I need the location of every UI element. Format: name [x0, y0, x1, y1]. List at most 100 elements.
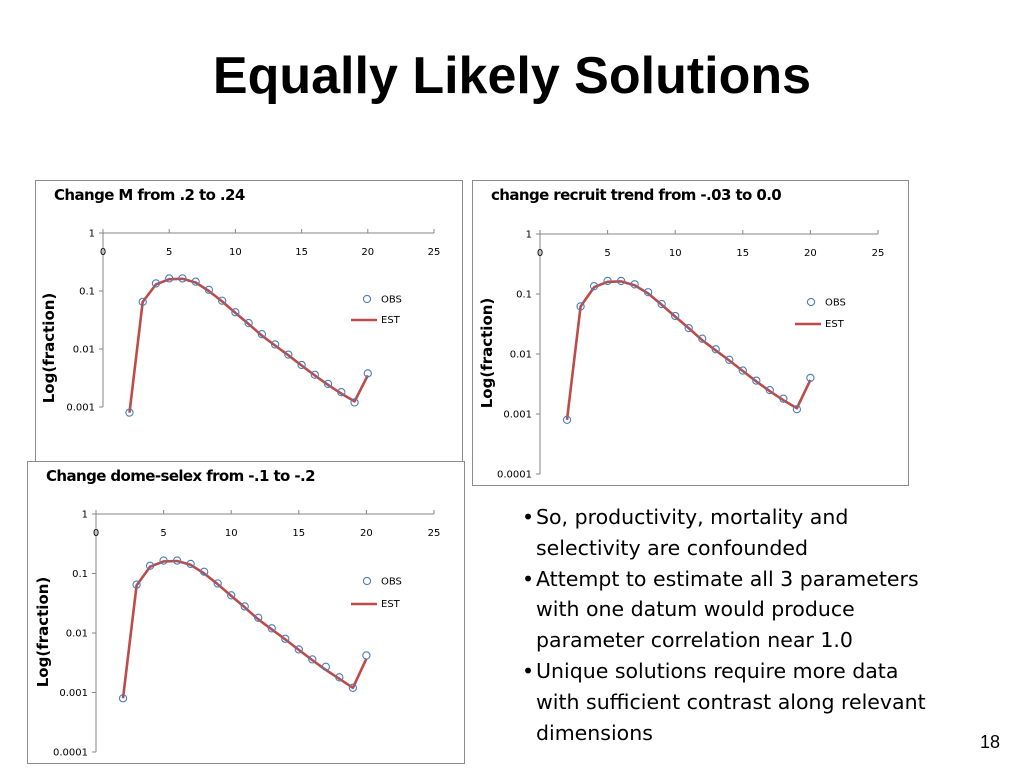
obs-point: [138, 297, 147, 307]
slide-title: Equally Likely Solutions: [212, 47, 812, 105]
chart-svg: 1 0.1 0.01 0.001 0 5 10 15 20 25 Log(fraction) OBS E…: [40, 229, 441, 417]
y-axis-label: Log(fraction): [34, 577, 52, 688]
obs-point: [191, 277, 200, 286]
y-tick-label: 0.0001: [53, 748, 88, 759]
y-tick-label: 1: [82, 510, 88, 521]
obs-point: [294, 645, 303, 654]
obs-point: [145, 561, 155, 570]
x-tick-label: 10: [669, 248, 682, 259]
obs-point: [711, 345, 720, 354]
x-tick-label: 0: [100, 247, 106, 258]
chart-title: change recruit trend from -.03 to 0.0: [491, 186, 782, 204]
x-tick-label: 25: [872, 248, 885, 259]
y-axis-label: Log(fraction): [40, 293, 58, 404]
y-tick-label: 0.001: [503, 410, 532, 421]
y-tick-label: 0.01: [510, 350, 532, 361]
obs-point: [348, 683, 358, 692]
y-tick-label: 0.01: [66, 629, 88, 640]
obs-point: [644, 288, 653, 297]
obs-point: [337, 388, 346, 397]
x-tick-label: 20: [361, 247, 374, 258]
obs-point: [218, 296, 227, 305]
y-tick-label: 0.01: [73, 345, 95, 356]
y-tick-label: 1: [526, 230, 532, 241]
obs-point: [738, 366, 747, 375]
legend-est-label: EST: [381, 599, 401, 610]
obs-point: [752, 376, 761, 385]
y-tick-label: 0.1: [79, 287, 95, 298]
x-tick-label: 0: [93, 528, 99, 539]
obs-point: [172, 556, 182, 565]
chart-title: Change M from .2 to .24: [54, 186, 245, 204]
obs-point: [254, 613, 263, 622]
obs-point: [671, 311, 680, 321]
bullet-list: So, productivity, mortality and selectiv…: [522, 502, 942, 748]
est-series-line: [565, 280, 812, 420]
page-number: 18: [980, 732, 1001, 752]
x-tick-label: 15: [736, 248, 749, 259]
obs-point: [779, 394, 788, 403]
legend-obs-label: OBS: [381, 577, 402, 588]
obs-point: [616, 276, 626, 286]
obs-point: [363, 369, 372, 378]
x-tick-label: 15: [295, 247, 308, 258]
obs-point: [125, 408, 134, 417]
x-tick-label: 20: [804, 248, 817, 259]
obs-point: [165, 274, 174, 283]
obs-point: [204, 285, 214, 294]
obs-point: [725, 355, 734, 364]
obs-point: [765, 385, 774, 395]
obs-point: [321, 662, 330, 671]
x-tick-label: 25: [428, 247, 441, 258]
obs-point: [362, 651, 371, 660]
x-tick-label: 0: [537, 248, 543, 259]
obs-point: [132, 580, 141, 589]
obs-point: [118, 694, 128, 703]
x-tick-label: 25: [428, 528, 441, 539]
y-tick-label: 0.001: [59, 688, 88, 699]
obs-point: [231, 308, 240, 317]
est-series-line: [121, 559, 368, 699]
bullet-item: Unique solutions require more data with …: [522, 656, 942, 748]
chart-svg: 1 0.1 0.01 0.001 0.0001 0 5 10 15 20 25 Log(fractio…: [34, 510, 441, 759]
obs-point: [657, 299, 666, 309]
obs-point: [630, 280, 639, 289]
chart-svg: 1 0.1 0.01 0.001 0.0001 0 5 10 15 20 25 Log(fractio…: [478, 230, 885, 481]
obs-point: [310, 370, 319, 379]
obs-point: [562, 415, 572, 424]
x-tick-label: 10: [229, 247, 242, 258]
obs-point: [213, 579, 222, 588]
chart-panel-dome-selex: Change dome-selex from -.1 to -.2 1 0.1 0.…: [27, 461, 465, 764]
obs-point: [335, 673, 344, 682]
x-tick-label: 5: [160, 528, 166, 539]
y-tick-label: 1: [89, 229, 95, 240]
obs-point: [284, 350, 293, 359]
obs-point: [684, 323, 693, 333]
obs-point: [281, 634, 290, 643]
x-tick-label: 5: [166, 247, 172, 258]
est-series-line: [128, 277, 369, 413]
legend-obs-label: OBS: [825, 298, 846, 309]
chart-title: Change dome-selex from -.1 to -.2: [46, 467, 316, 485]
legend-obs-marker: [806, 297, 816, 307]
obs-point: [159, 556, 168, 565]
obs-point: [576, 302, 585, 311]
chart-panel-change-m: Change M from .2 to .24 1 0.1 0.01 0.001 0 5 1…: [35, 180, 463, 462]
obs-point: [698, 334, 707, 343]
y-tick-label: 0.1: [72, 569, 88, 580]
legend-obs-label: OBS: [381, 295, 402, 306]
obs-point: [200, 567, 209, 576]
obs-point: [297, 360, 306, 370]
obs-point: [151, 279, 161, 288]
bullet-item: Attempt to estimate all 3 parameters wit…: [522, 564, 942, 656]
obs-point: [240, 602, 249, 611]
obs-point: [178, 274, 187, 283]
obs-point: [270, 340, 280, 349]
obs-point: [806, 373, 815, 383]
y-axis-label: Log(fraction): [478, 298, 496, 409]
y-tick-label: 0.001: [66, 403, 95, 414]
legend-obs-marker: [362, 294, 372, 304]
y-tick-label: 0.0001: [497, 470, 532, 481]
obs-point: [257, 330, 267, 339]
